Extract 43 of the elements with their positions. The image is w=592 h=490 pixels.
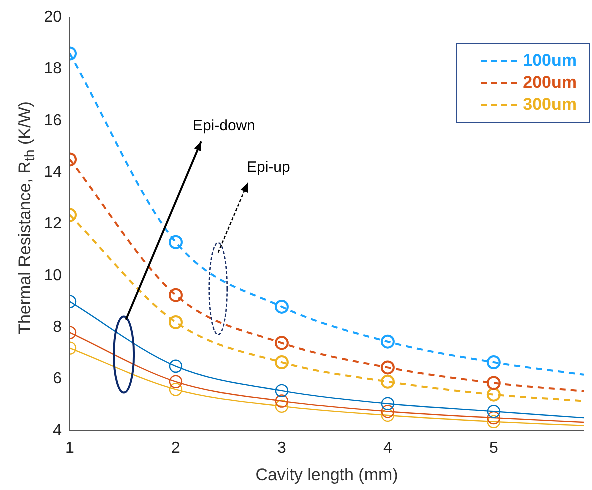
point	[380, 374, 395, 389]
x-axis-title: Cavity length (mm)	[256, 465, 398, 484]
point	[487, 411, 501, 425]
point	[169, 360, 183, 374]
point	[486, 388, 501, 402]
point	[381, 397, 395, 410]
point	[381, 405, 395, 418]
legend-label: 300um	[523, 94, 577, 116]
point	[274, 356, 289, 370]
point	[275, 384, 289, 398]
point	[169, 375, 183, 389]
point	[168, 288, 183, 302]
x-tick-label: 3	[278, 440, 287, 458]
point	[168, 235, 183, 250]
point	[486, 376, 501, 390]
point	[275, 400, 289, 414]
x-tick-label: 1	[66, 440, 75, 458]
y-tick-label: 20	[44, 9, 62, 26]
x-tick-label: 5	[489, 440, 498, 458]
annotation: Epi-down	[192, 118, 256, 135]
y-tick-label: 16	[44, 112, 62, 130]
point	[274, 336, 289, 350]
point	[487, 405, 501, 418]
y-tick-label: 12	[44, 216, 62, 233]
point	[380, 334, 395, 349]
x-tick-label: 2	[172, 440, 181, 458]
point	[275, 394, 289, 408]
point	[168, 315, 183, 330]
point	[487, 415, 501, 429]
y-tick-label: 4	[53, 422, 62, 440]
y-tick-label: 10	[44, 267, 62, 284]
x-tick-label: 4	[383, 440, 392, 458]
legend-label: 100um	[523, 50, 577, 72]
point	[486, 356, 501, 370]
annotation: Epi-up	[246, 158, 290, 176]
point	[380, 360, 395, 375]
y-tick-label: 8	[53, 319, 62, 336]
y-tick-label: 18	[44, 60, 62, 78]
y-tick-label: 14	[44, 164, 62, 182]
point	[274, 300, 289, 314]
legend-label: 200um	[523, 72, 577, 94]
point	[169, 383, 183, 396]
y-tick-label: 6	[53, 370, 62, 388]
